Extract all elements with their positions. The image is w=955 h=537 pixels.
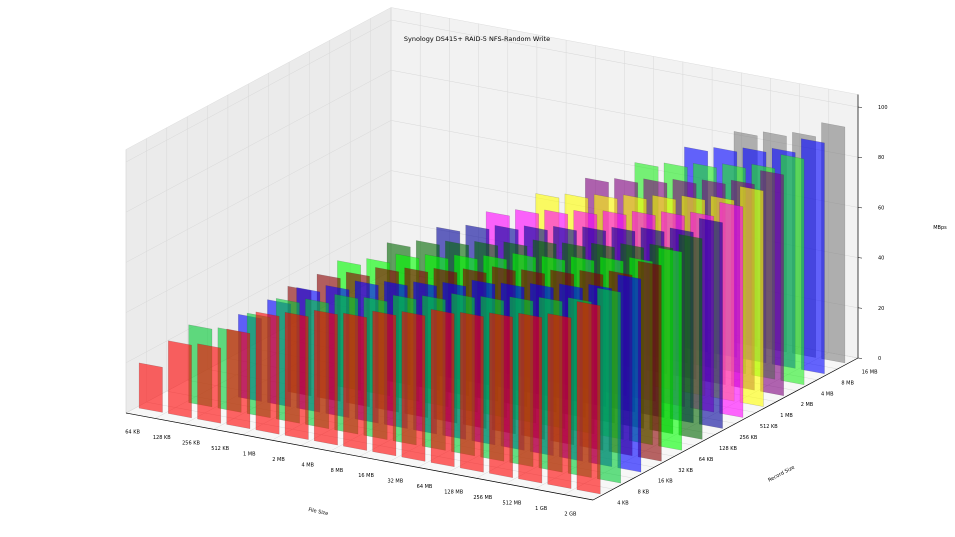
- x-tick-label: 128 MB: [444, 490, 463, 496]
- bar: [226, 328, 251, 429]
- bar: [518, 312, 543, 484]
- z-tick-label: 20: [878, 306, 884, 312]
- z-tick-label: 0: [878, 356, 881, 362]
- x-axis-line: [125, 412, 594, 501]
- y-tick-label: 8 MB: [841, 380, 854, 386]
- bar: [197, 343, 222, 424]
- y-tick-label: 1 MB: [780, 413, 793, 419]
- bar: [699, 218, 723, 429]
- x-tick-label: 64 KB: [125, 430, 140, 436]
- bars: [138, 122, 846, 495]
- x-tick-label: 32 MB: [387, 479, 403, 485]
- x-tick-label: 64 MB: [417, 484, 433, 490]
- x-tick-label: 2 GB: [564, 511, 577, 517]
- y-tick-label: 8 KB: [638, 490, 650, 496]
- x-tick-label: 512 KB: [211, 446, 229, 452]
- x-tick-label: 8 MB: [331, 468, 344, 474]
- x-tick-label: 128 KB: [153, 435, 171, 441]
- y-tick-label: 64 KB: [699, 457, 714, 463]
- x-tick-label: 256 KB: [182, 441, 200, 447]
- bar: [719, 202, 744, 418]
- z-tick-label: 100: [878, 105, 888, 111]
- bar: [576, 301, 601, 495]
- bar: [597, 287, 621, 484]
- bar: [678, 233, 703, 440]
- bar: [760, 170, 784, 396]
- y-axis-line: [592, 357, 859, 501]
- y-tick-label: 2 MB: [801, 402, 814, 408]
- x-tick-label: 2 MB: [272, 457, 285, 463]
- y-tick-label: 16 KB: [658, 479, 673, 485]
- y-tick-label: 4 MB: [821, 391, 834, 397]
- y-axis-label: Record Size: [767, 465, 796, 484]
- bar: [617, 274, 642, 473]
- y-tick-label: 16 MB: [862, 370, 878, 376]
- z-tick-mark: [857, 307, 863, 309]
- bar: [314, 309, 338, 446]
- bar: [138, 362, 163, 413]
- axis-lines: [125, 94, 859, 501]
- bar: [255, 311, 280, 435]
- y-tick-label: 4 KB: [617, 501, 629, 507]
- z-axis-label: MBps: [933, 225, 947, 231]
- bar: [637, 260, 662, 462]
- chart-title: Synology DS415+ RAID-5 NFS-Random Write: [404, 35, 550, 43]
- z-tick-mark: [857, 207, 863, 209]
- bar: [460, 312, 484, 473]
- z-tick-mark: [857, 257, 863, 259]
- bar: [780, 154, 805, 386]
- x-tick-label: 16 MB: [358, 473, 374, 479]
- x-axis-label: File Size: [308, 507, 329, 517]
- bar: [739, 186, 764, 407]
- bar: [343, 312, 367, 451]
- y-tick-label: 512 KB: [760, 424, 778, 430]
- bar: [401, 311, 426, 462]
- z-tick-label: 40: [878, 256, 884, 262]
- bar: [658, 247, 682, 451]
- y-tick-label: 256 KB: [740, 435, 758, 441]
- x-tick-label: 4 MB: [301, 462, 314, 468]
- x-tick-label: 1 GB: [535, 506, 548, 512]
- bar: [547, 313, 572, 489]
- bar: [821, 122, 846, 364]
- bar: [489, 312, 513, 478]
- z-tick-mark: [857, 106, 863, 108]
- z-tick-label: 80: [878, 155, 884, 161]
- z-tick-mark: [857, 156, 863, 158]
- y-tick-label: 128 KB: [719, 446, 737, 452]
- z-tick-label: 60: [878, 205, 884, 211]
- x-tick-label: 1 MB: [243, 452, 256, 458]
- bar: [284, 312, 309, 440]
- x-tick-label: 512 MB: [503, 500, 522, 506]
- bar: [168, 340, 192, 419]
- z-tick-mark: [857, 357, 863, 359]
- bar: [430, 309, 455, 468]
- x-tick-label: 256 MB: [473, 495, 492, 501]
- y-tick-label: 32 KB: [678, 468, 693, 474]
- bar: [801, 138, 825, 375]
- bar: [372, 310, 397, 457]
